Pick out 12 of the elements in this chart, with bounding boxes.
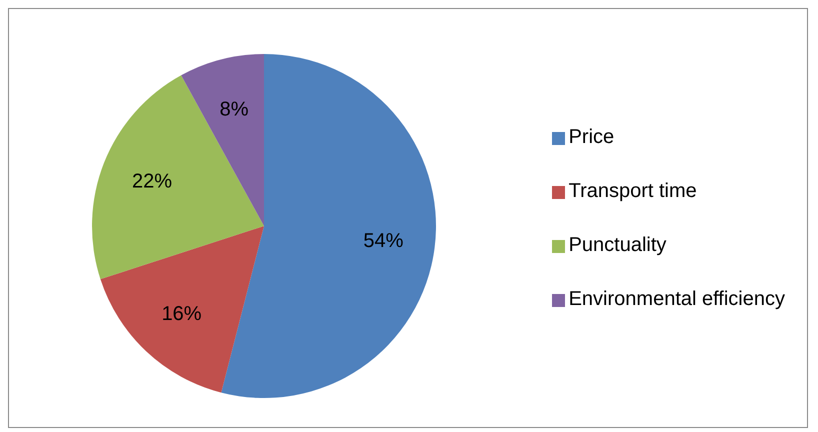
- legend-label: Price: [568, 126, 614, 148]
- data-label: 16%: [162, 302, 202, 325]
- pie-slice: [92, 75, 264, 280]
- pie-slice: [100, 226, 264, 393]
- data-label: 54%: [363, 230, 404, 252]
- legend-label: Punctuality: [568, 234, 666, 256]
- data-label: 8%: [220, 98, 249, 120]
- legend-label: Environmental efficiency: [568, 288, 785, 310]
- pie-slice: [181, 54, 264, 226]
- legend-label: Transport time: [568, 180, 697, 202]
- data-label: 22%: [132, 170, 172, 193]
- pie-slice: [221, 54, 436, 398]
